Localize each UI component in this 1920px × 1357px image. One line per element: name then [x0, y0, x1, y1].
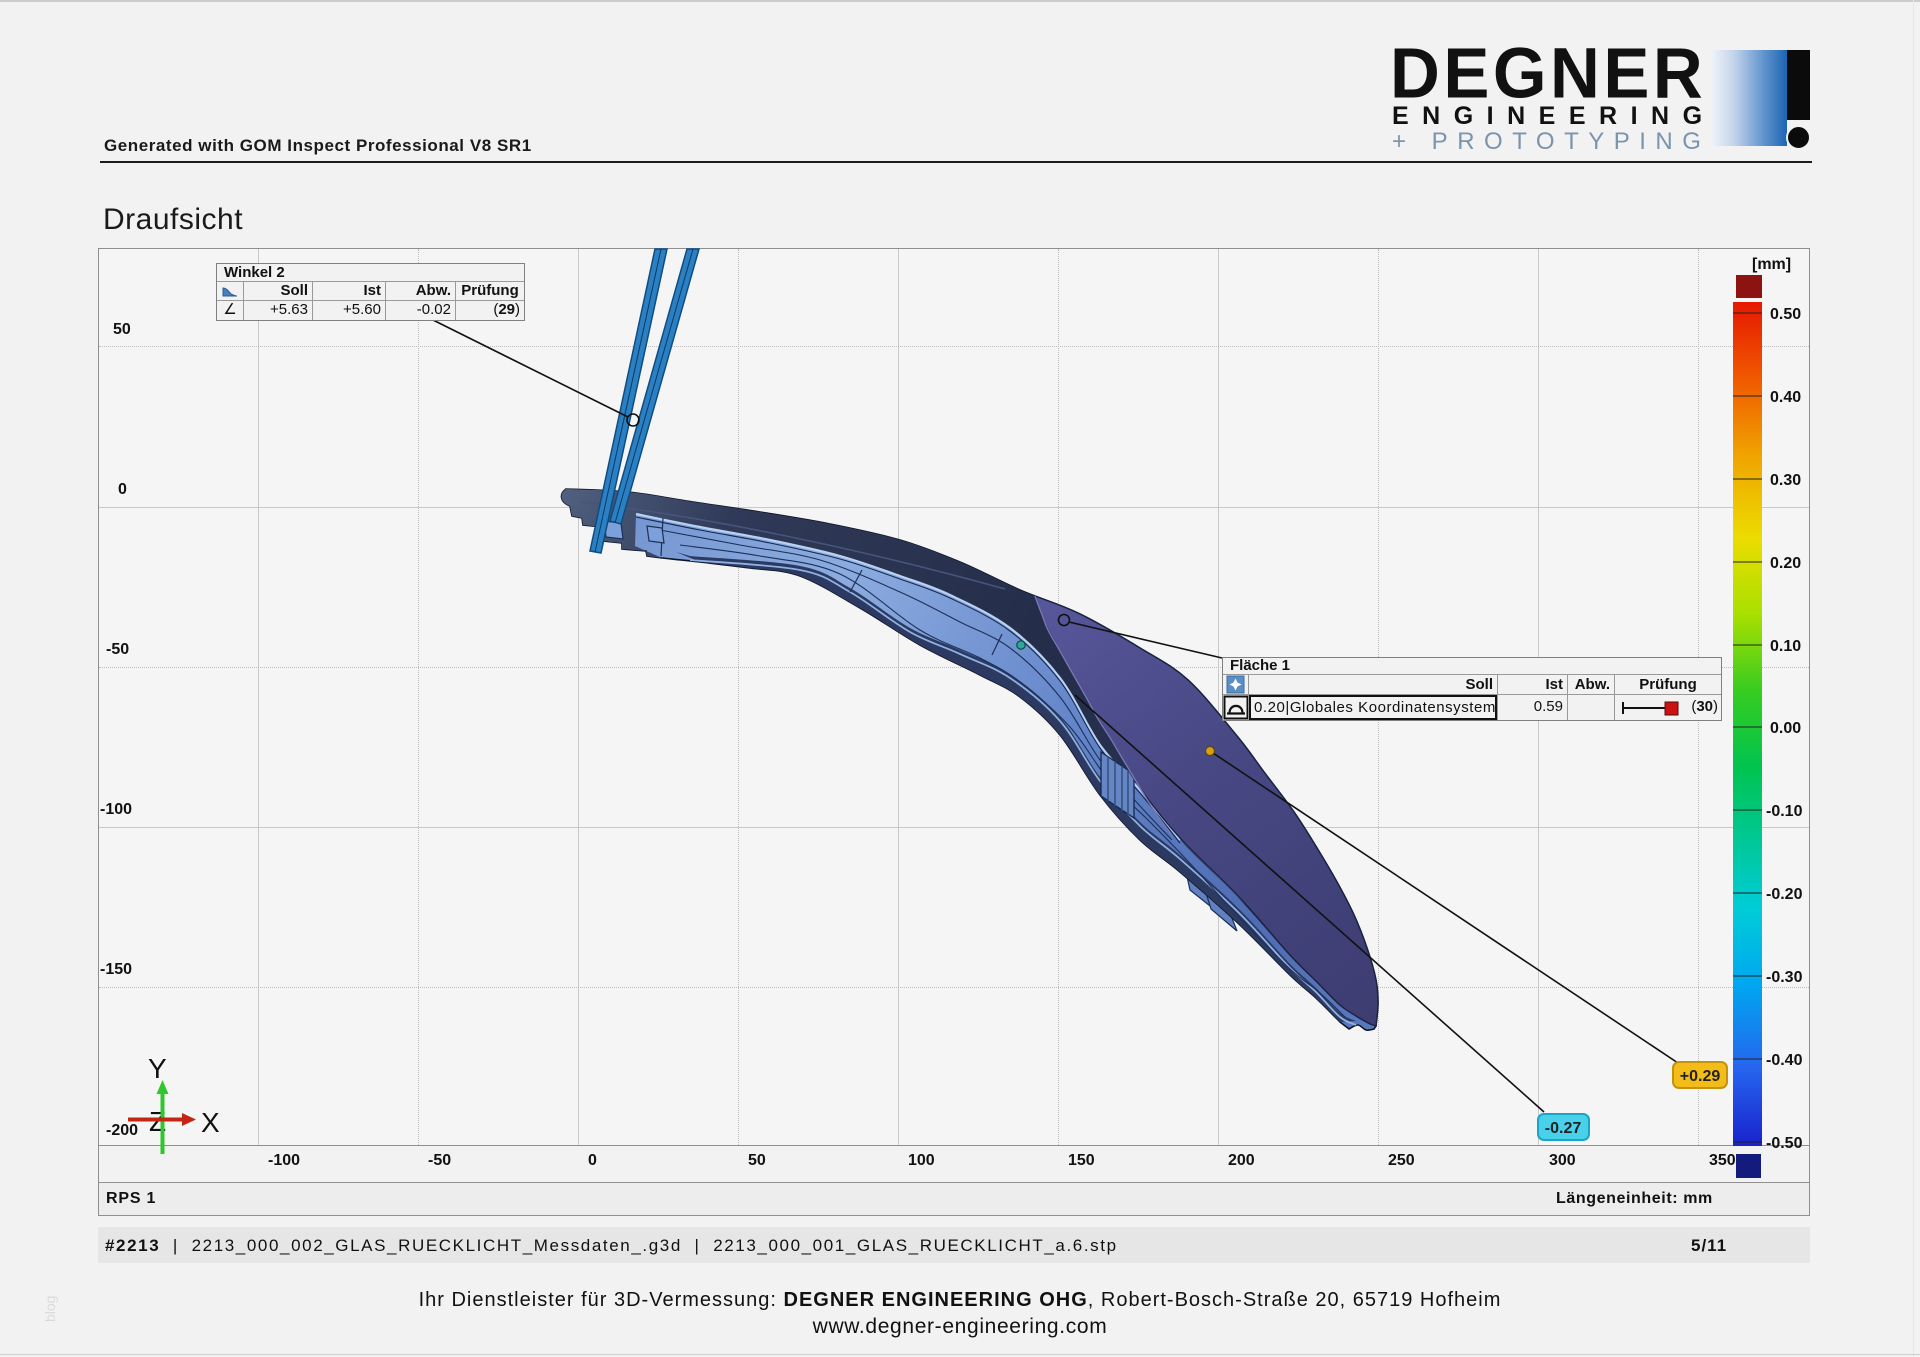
svg-text:-0.10: -0.10: [1766, 803, 1803, 820]
svg-text:-0.40: -0.40: [1766, 1052, 1803, 1069]
svg-text:0.40: 0.40: [1770, 389, 1801, 406]
svg-text:0.50: 0.50: [1770, 306, 1801, 323]
svg-text:X: X: [201, 1107, 220, 1138]
svg-text:-0.20: -0.20: [1766, 886, 1803, 903]
svg-text:0.00: 0.00: [1770, 720, 1801, 737]
svg-text:Y: Y: [148, 1053, 167, 1084]
svg-text:0.30: 0.30: [1770, 472, 1801, 489]
svg-text:-0.50: -0.50: [1766, 1135, 1803, 1152]
svg-text:-0.30: -0.30: [1766, 969, 1803, 986]
svg-text:0.10: 0.10: [1770, 638, 1801, 655]
svg-text:0.20: 0.20: [1770, 555, 1801, 572]
svg-text:+0.29: +0.29: [1680, 1068, 1721, 1085]
svg-text:-0.27: -0.27: [1545, 1120, 1582, 1137]
svg-text:[mm]: [mm]: [1752, 256, 1791, 273]
